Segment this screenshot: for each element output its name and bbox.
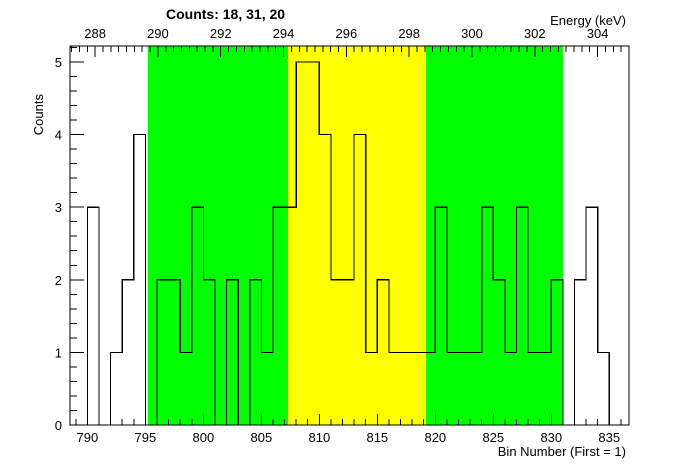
x2-tick-label: 296 bbox=[336, 26, 358, 41]
x-tick-label: 800 bbox=[193, 430, 215, 445]
x2-tick-label: 288 bbox=[84, 26, 106, 41]
y-tick-label: 2 bbox=[55, 273, 62, 288]
y-tick-label: 3 bbox=[55, 200, 62, 215]
x-tick-label: 820 bbox=[424, 430, 446, 445]
plot-frame bbox=[69, 45, 630, 426]
chart-title: Counts: 18, 31, 20 bbox=[166, 6, 285, 22]
y-tick-label: 1 bbox=[55, 345, 62, 360]
x2-tick-label: 290 bbox=[147, 26, 169, 41]
x-tick-label: 790 bbox=[77, 430, 99, 445]
x2-tick-label: 294 bbox=[273, 26, 295, 41]
x2-tick-label: 302 bbox=[524, 26, 546, 41]
region-bands bbox=[147, 46, 563, 425]
axes bbox=[69, 45, 630, 426]
x-tick-label: 805 bbox=[251, 430, 273, 445]
y-axis-label: Counts bbox=[31, 94, 46, 136]
tick-labels: 790 795 800 805 810 815 820 825 830 835 0 1 2 3 4 5 288 2… bbox=[55, 26, 620, 445]
x2-tick-label: 300 bbox=[461, 26, 483, 41]
x-tick-label: 825 bbox=[482, 430, 504, 445]
x-tick-label: 795 bbox=[135, 430, 157, 445]
x-tick-label: 830 bbox=[540, 430, 562, 445]
x2-tick-label: 298 bbox=[398, 26, 420, 41]
region-band-2 bbox=[288, 46, 427, 425]
energy-axis-label: Energy (keV) bbox=[550, 13, 626, 28]
region-band-1 bbox=[147, 46, 289, 425]
x-axis-label: Bin Number (First = 1) bbox=[498, 444, 626, 459]
y-tick-label: 0 bbox=[55, 418, 62, 433]
x-tick-label: 815 bbox=[366, 430, 388, 445]
x2-tick-label: 304 bbox=[587, 26, 609, 41]
region-band-3 bbox=[426, 46, 563, 425]
y-tick-label: 4 bbox=[55, 128, 62, 143]
y-tick-label: 5 bbox=[55, 55, 62, 70]
x-tick-label: 835 bbox=[598, 430, 620, 445]
histogram-line bbox=[75, 61, 621, 426]
x2-tick-label: 292 bbox=[210, 26, 232, 41]
histogram-series bbox=[75, 61, 621, 426]
x-tick-label: 810 bbox=[308, 430, 330, 445]
tick-marks bbox=[70, 46, 630, 426]
